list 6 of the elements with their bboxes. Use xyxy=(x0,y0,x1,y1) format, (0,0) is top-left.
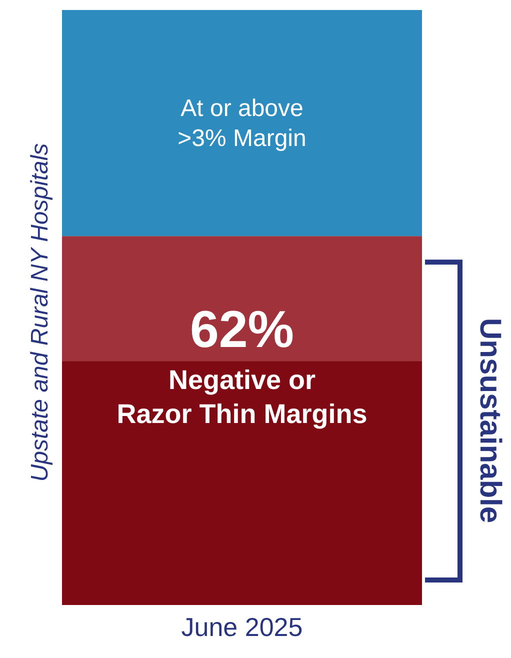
annotation: Negative or Razor Thin Margins xyxy=(116,365,368,429)
annotation: 62% xyxy=(190,301,294,360)
text: Unsustainable xyxy=(474,318,506,524)
series-label: At or above >3% Margin xyxy=(178,95,306,152)
y-axis-title: Upstate and Rural NY Hospitals xyxy=(26,143,54,482)
x-axis-title: June 2025 xyxy=(181,612,303,642)
